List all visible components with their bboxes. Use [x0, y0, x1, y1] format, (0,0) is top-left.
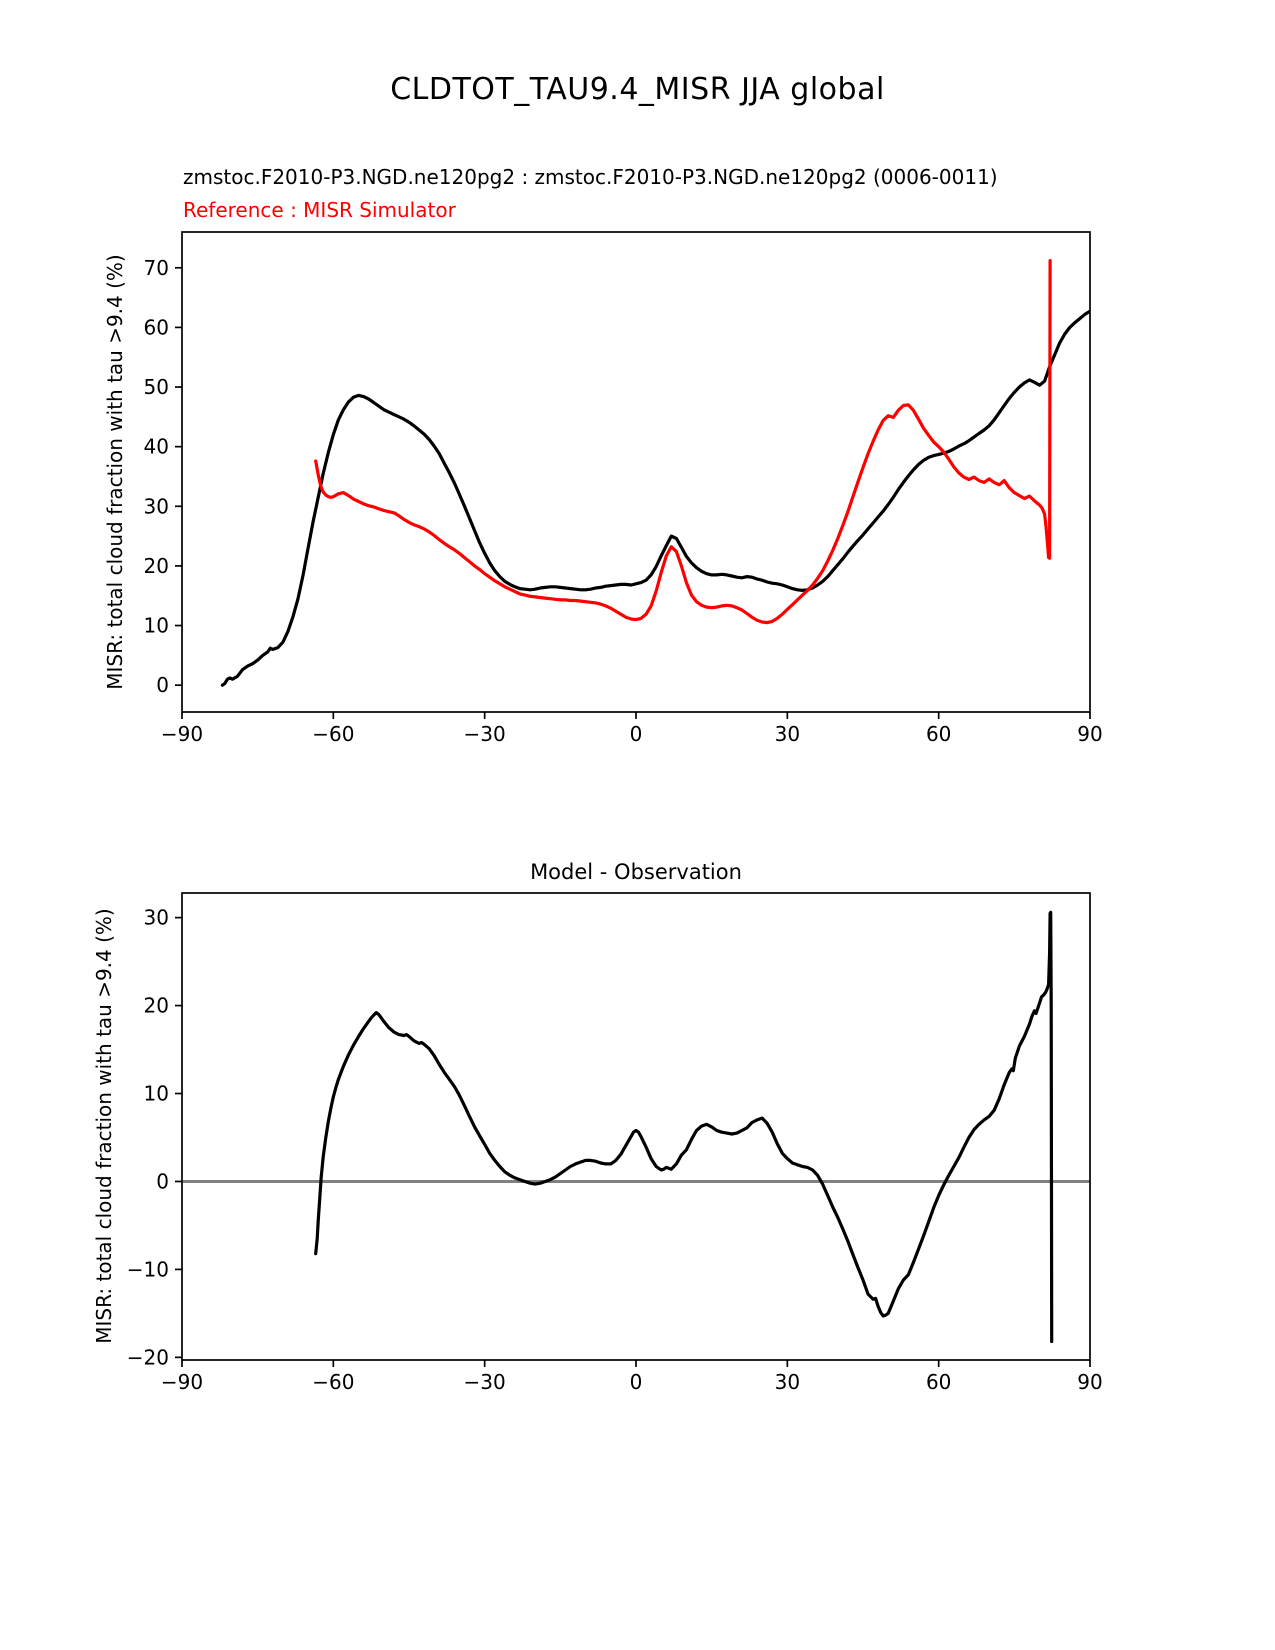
- figure-title: CLDTOT_TAU9.4_MISR JJA global: [390, 72, 885, 107]
- x-tick-label: 90: [1077, 1370, 1102, 1394]
- y-tick-label: −20: [127, 1345, 169, 1369]
- x-tick-label: 60: [926, 722, 951, 746]
- subtitle-model-run: zmstoc.F2010-P3.NGD.ne120pg2 : zmstoc.F2…: [183, 165, 998, 189]
- series-difference-line: [314, 910, 1054, 1344]
- x-tick-label: −90: [161, 1370, 203, 1394]
- y-tick-label: 20: [144, 554, 169, 578]
- y-tick-label: 70: [144, 256, 169, 280]
- axes-frame: [181, 892, 1091, 1361]
- series-reference-line: [314, 259, 1052, 625]
- x-tick-label: 90: [1077, 722, 1102, 746]
- x-tick-label: −60: [312, 1370, 354, 1394]
- x-tick-label: 60: [926, 1370, 951, 1394]
- x-tick-label: 30: [775, 722, 800, 746]
- y-tick-label: 50: [144, 375, 169, 399]
- y-tick-label: 10: [144, 1082, 169, 1106]
- x-tick-label: −60: [312, 722, 354, 746]
- y-tick-label: −10: [127, 1257, 169, 1281]
- y-tick-label: 10: [144, 614, 169, 638]
- y-tick-label: 0: [156, 1169, 169, 1193]
- y-tick-label: 40: [144, 435, 169, 459]
- bottom-chart-title: Model - Observation: [530, 860, 742, 884]
- y-tick-label: 0: [156, 673, 169, 697]
- y-tick-label: 20: [144, 994, 169, 1018]
- x-tick-label: −30: [464, 722, 506, 746]
- x-tick-label: 0: [630, 1370, 643, 1394]
- y-tick-label: 30: [144, 494, 169, 518]
- y-tick-label: 30: [144, 906, 169, 930]
- x-tick-label: 0: [630, 722, 643, 746]
- subtitle-reference: Reference : MISR Simulator: [183, 198, 456, 222]
- y-tick-label: 60: [144, 315, 169, 339]
- x-tick-label: −30: [464, 1370, 506, 1394]
- x-tick-label: −90: [161, 722, 203, 746]
- x-tick-label: 30: [775, 1370, 800, 1394]
